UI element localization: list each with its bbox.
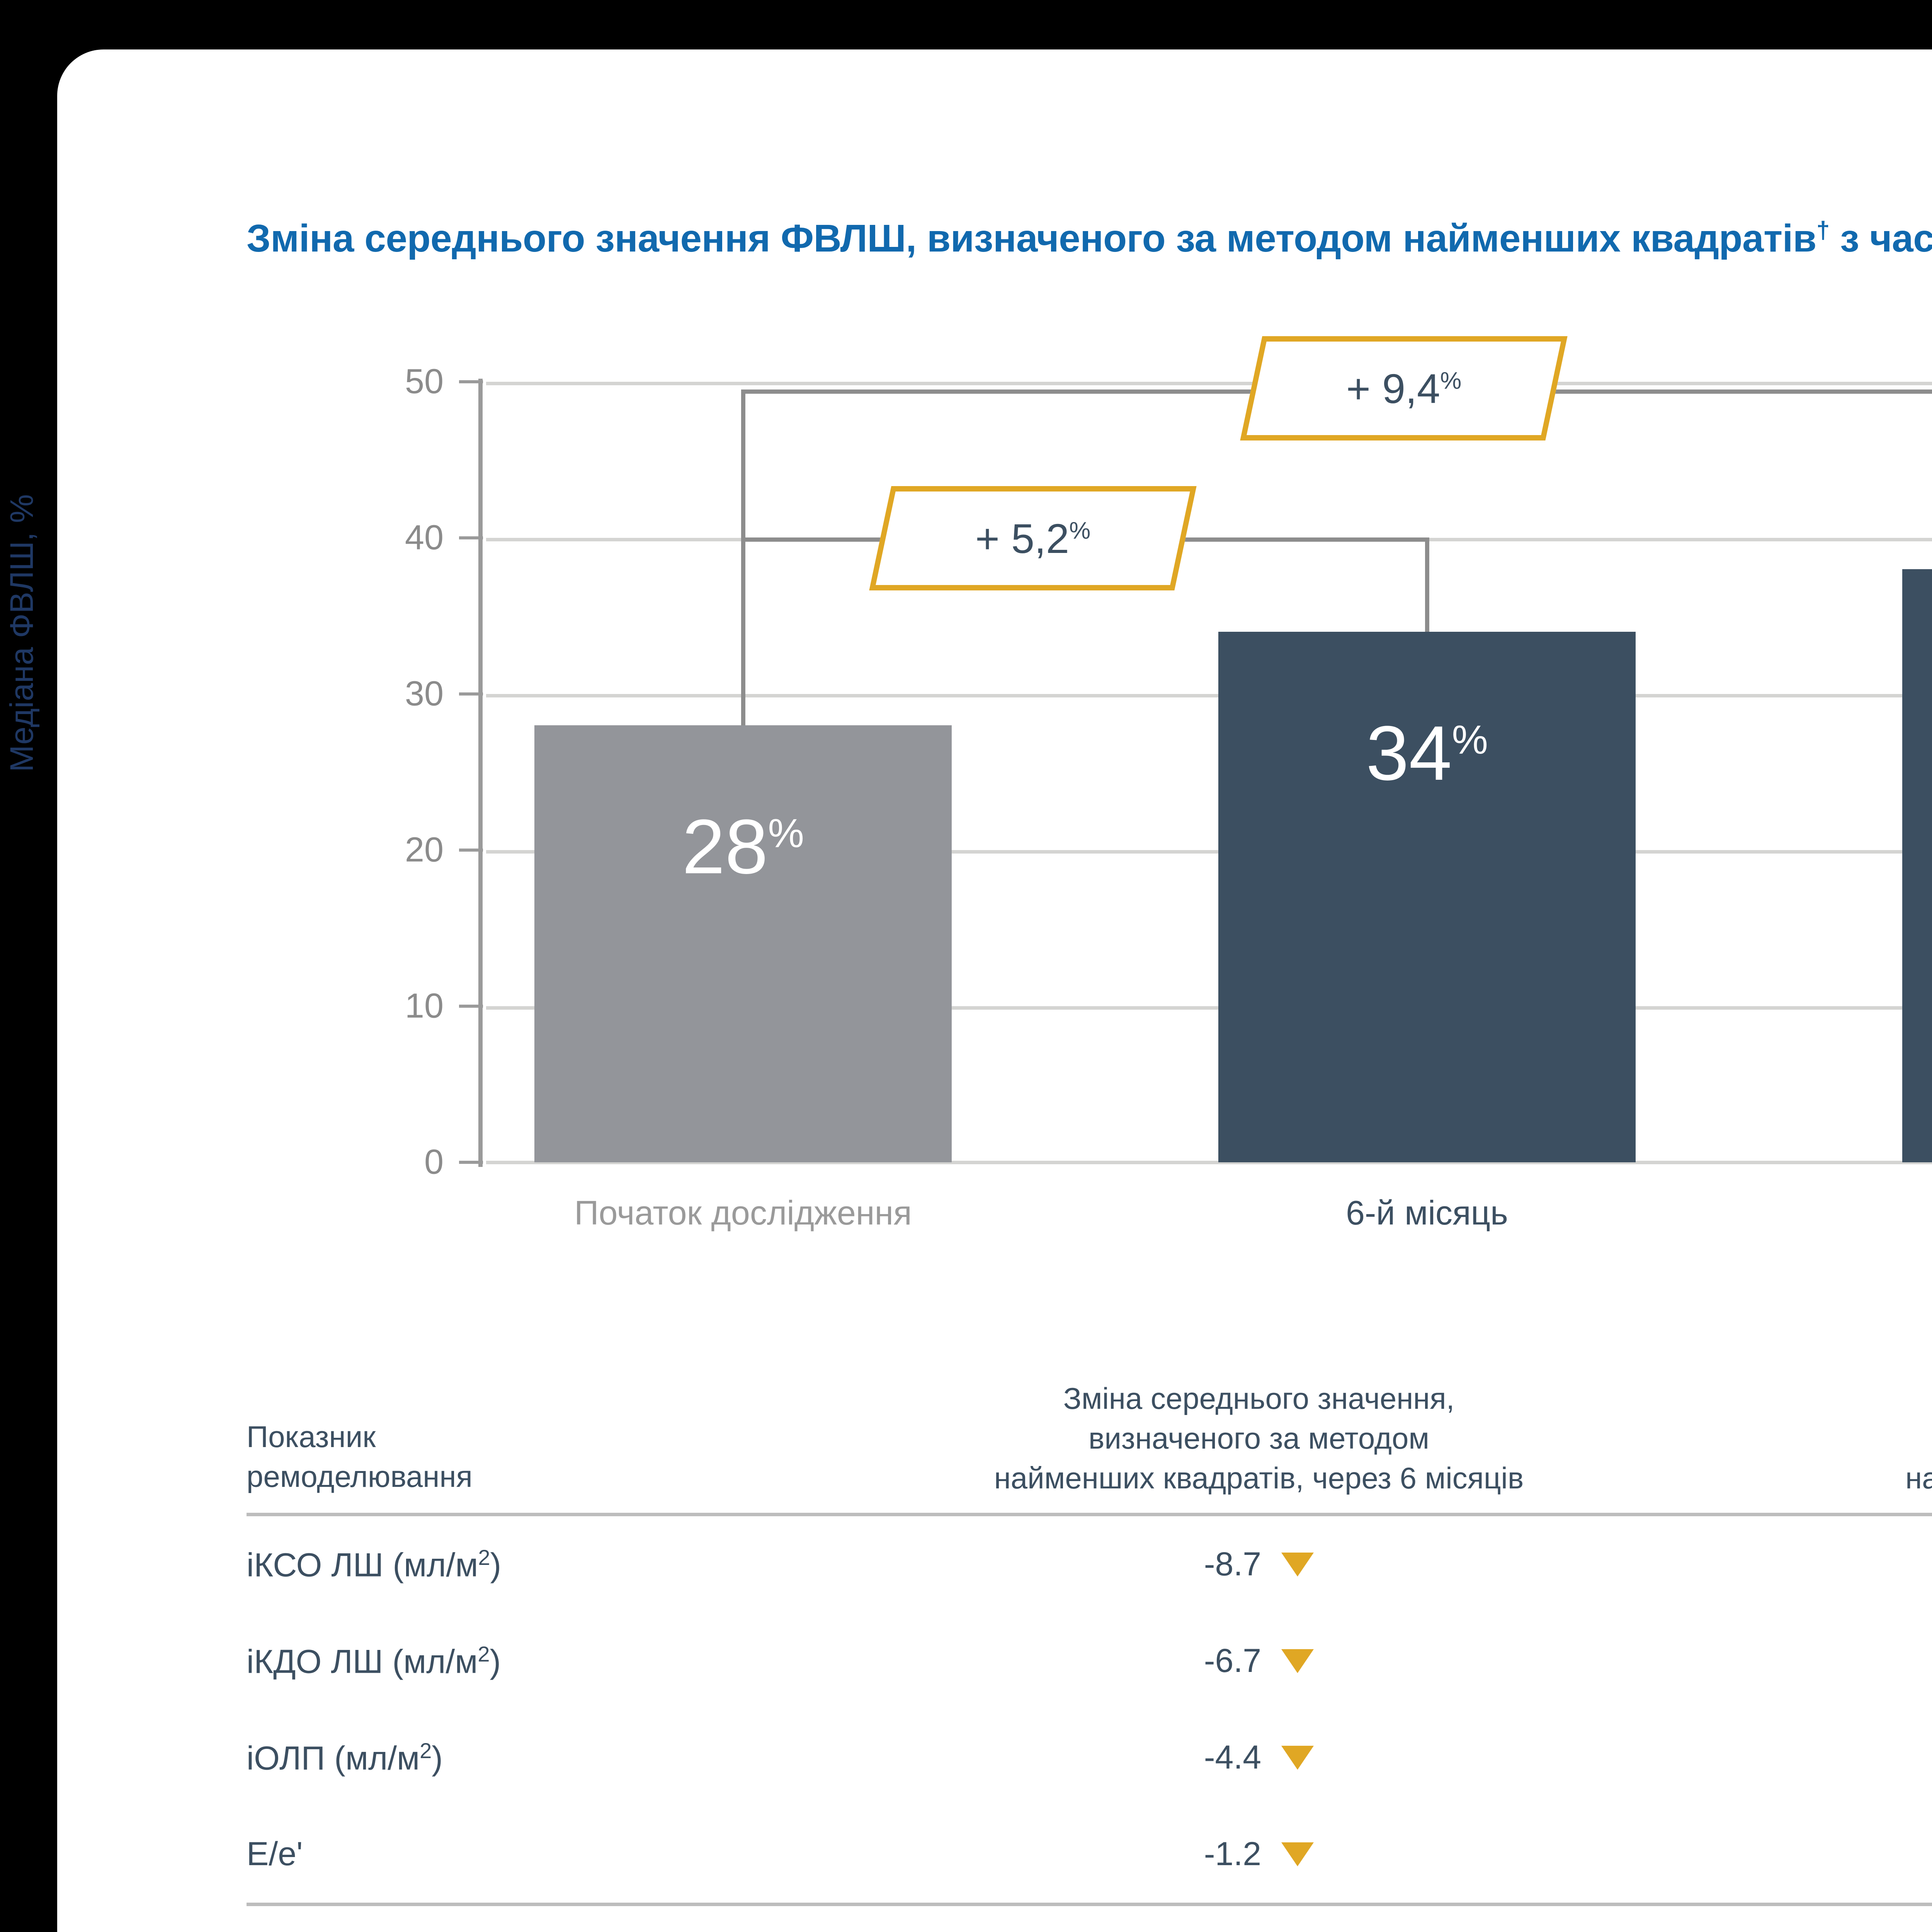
gridline-20 xyxy=(486,850,1932,854)
table-header-month-6: Зміна середнього значення, визначеного з… xyxy=(994,1381,1524,1495)
callout-plus-9-4: + 9,4% xyxy=(1240,336,1568,440)
y-tick-label-10: 10 xyxy=(405,986,444,1026)
y-tick-40 xyxy=(459,536,483,539)
table-header-month-12: Зміна середнього значення, визначеного з… xyxy=(1905,1461,1932,1495)
y-tick-label-0: 0 xyxy=(424,1143,444,1182)
triangle-down-icon xyxy=(1281,1552,1314,1577)
row-value-lavi-m12: -7.6 xyxy=(1719,1738,1932,1777)
gridline-30 xyxy=(486,694,1932,697)
row-value-e-over-e-prime-m12: -1.3 xyxy=(1719,1835,1932,1873)
callout-5-2-text: + 5,2% xyxy=(975,515,1091,562)
bar-value-month-12: 38% xyxy=(1902,646,1932,735)
callout-9-4-text: + 9,4% xyxy=(1346,365,1462,412)
bar-month-6[interactable]: 34% xyxy=(1218,632,1636,1162)
plot-area: 28% 34% 38% xyxy=(486,382,1932,1164)
row-label-lvedvi: іКДО ЛШ (мл/м2) xyxy=(247,1641,501,1680)
bar-value-baseline: 28% xyxy=(682,804,804,890)
row-value-lvesvi-m6: -8.7 xyxy=(799,1545,1719,1583)
leader-line-v-baseline-5 xyxy=(741,537,745,725)
y-tick-20 xyxy=(459,849,483,852)
page-title: Зміна середнього значення ФВЛШ, визначен… xyxy=(247,216,1932,261)
gridline-0 xyxy=(486,1161,1932,1164)
leader-line-v-month6 xyxy=(1425,537,1429,632)
x-axis-label-month-12: 12-й місяць xyxy=(1763,1193,1932,1233)
table-row: іКСО ЛШ (мл/м2) -8.7 -15.3 xyxy=(247,1516,1932,1613)
bar-month-12[interactable]: 38% xyxy=(1902,569,1932,1162)
triangle-down-icon xyxy=(1281,1842,1314,1866)
y-tick-label-50: 50 xyxy=(405,362,444,401)
table-row: іОЛП (мл/м2) -4.4 -7.6 xyxy=(247,1709,1932,1806)
table-row: іКДО ЛШ (мл/м2) -6.7 -12.3 xyxy=(247,1613,1932,1709)
table-divider-top xyxy=(247,1512,1932,1516)
page-title-tail: з часом: xyxy=(1840,217,1932,260)
row-label-lvesvi: іКСО ЛШ (мл/м2) xyxy=(247,1545,502,1584)
y-tick-label-30: 30 xyxy=(405,674,444,713)
table-header-indicator: Показник ремоделювання xyxy=(247,1419,473,1493)
y-tick-label-40: 40 xyxy=(405,518,444,557)
callout-plus-5-2: + 5,2% xyxy=(869,486,1197,590)
triangle-down-icon xyxy=(1281,1649,1314,1673)
table-row: E/e' -1.2 -1.3 xyxy=(247,1806,1932,1903)
row-label-e-over-e-prime: E/e' xyxy=(247,1835,303,1873)
chart-card: Зміна середнього значення ФВЛШ, визначен… xyxy=(3,49,1932,1932)
bar-baseline[interactable]: 28% xyxy=(534,725,952,1162)
y-tick-label-20: 20 xyxy=(405,830,444,869)
gridline-10 xyxy=(486,1006,1932,1010)
table-divider-bottom xyxy=(247,1902,1932,1906)
y-tick-30 xyxy=(459,692,483,696)
x-axis-label-month-6: 6-й місяць xyxy=(1346,1194,1508,1232)
y-tick-50 xyxy=(459,380,483,383)
title-dagger: † xyxy=(1816,217,1830,244)
gridline-50 xyxy=(486,382,1932,385)
y-axis-label: Медіана ФВЛШ, % xyxy=(3,494,40,772)
triangle-down-icon xyxy=(1281,1745,1314,1770)
row-value-lvedvi-m12: -12.3 xyxy=(1719,1642,1932,1680)
row-value-lvedvi-m6: -6.7 xyxy=(799,1642,1719,1680)
row-value-e-over-e-prime-m6: -1.2 xyxy=(799,1835,1719,1873)
y-tick-0 xyxy=(459,1161,483,1164)
x-axis-label-baseline: Початок дослідження xyxy=(574,1194,912,1232)
row-value-lvesvi-m12: -15.3 xyxy=(1719,1545,1932,1583)
row-value-lavi-m6: -4.4 xyxy=(799,1738,1719,1777)
leader-line-v-baseline-9 xyxy=(741,389,745,537)
bar-value-month-6: 34% xyxy=(1366,710,1488,796)
row-label-lavi: іОЛП (мл/м2) xyxy=(247,1738,443,1777)
page-title-text: Зміна середнього значення ФВЛШ, визначен… xyxy=(247,217,1816,260)
y-axis-line xyxy=(478,379,483,1167)
table-header-row: Показник ремоделювання Зміна середнього … xyxy=(247,1379,1932,1498)
remodeling-table: Показник ремоделювання Зміна середнього … xyxy=(247,1379,1932,1906)
y-tick-10 xyxy=(459,1005,483,1008)
